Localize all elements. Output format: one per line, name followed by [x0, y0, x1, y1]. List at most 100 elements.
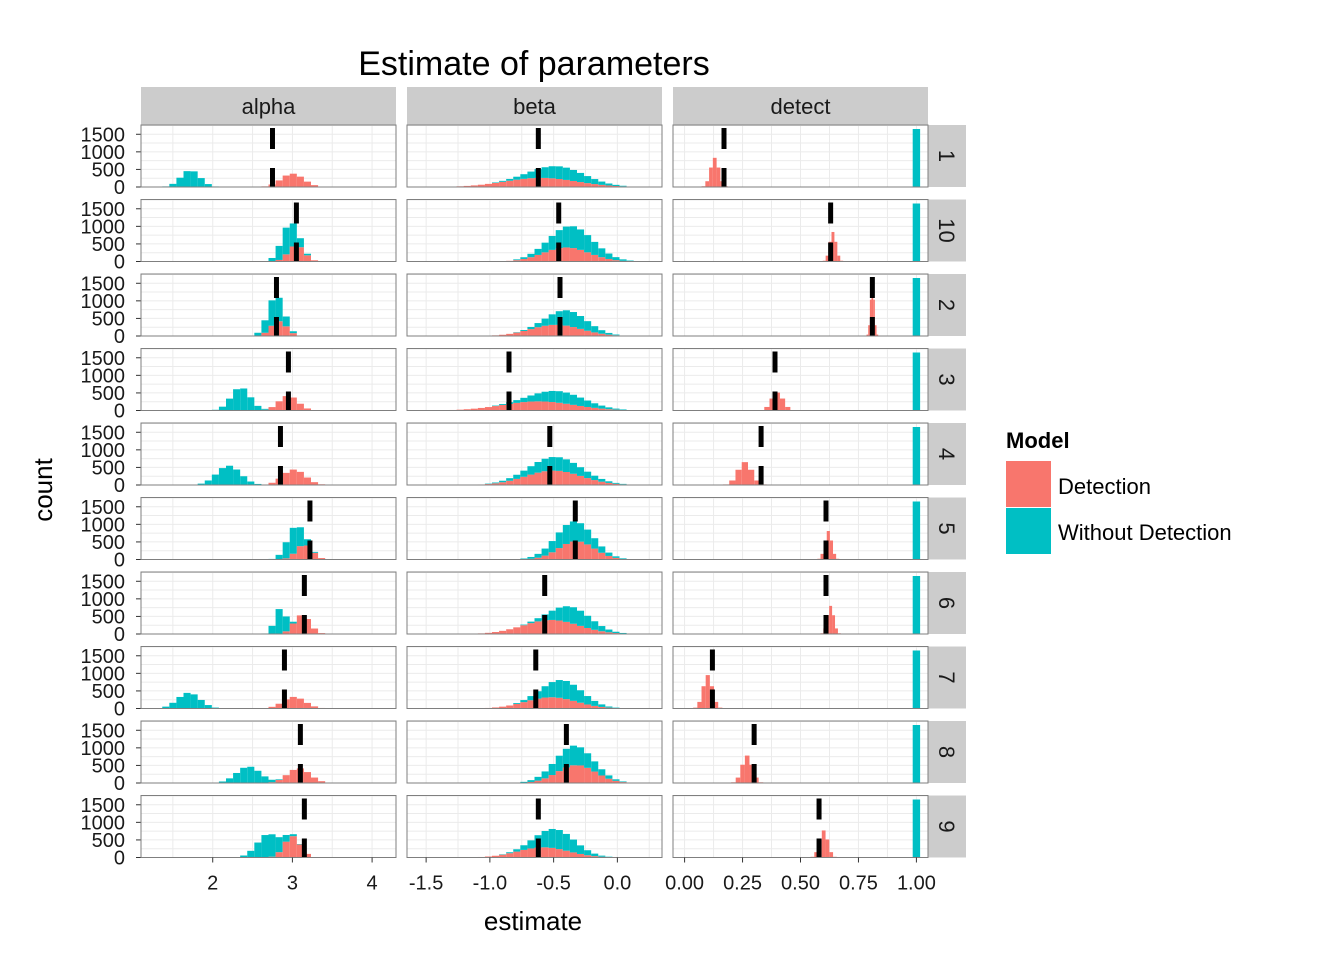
bar-without-detection [275, 554, 283, 560]
y-tick-label-row1-500: 500 [92, 159, 125, 181]
bar-detection [534, 621, 542, 634]
panel-detect-3 [672, 348, 929, 411]
bar-without-detection [612, 556, 620, 558]
bar-detection [303, 853, 311, 858]
bar-without-detection [520, 397, 528, 403]
bar-without-detection [569, 462, 577, 474]
bar-detection [591, 407, 599, 411]
bar-detection [598, 184, 606, 187]
panel-beta-3 [406, 348, 663, 411]
bar-detection [741, 462, 748, 485]
row-strip-label-5: 5 [934, 522, 959, 534]
bar-without-detection [541, 458, 549, 472]
bar-detection [303, 619, 311, 634]
bar-without-detection [577, 610, 585, 626]
bar-detection [829, 852, 834, 858]
y-tick-label-row8-1500: 1500 [81, 720, 126, 742]
bar-detection [605, 632, 613, 634]
x-tick-label-detect-0.25: 0.25 [723, 873, 762, 895]
bar-detection [520, 178, 528, 187]
bar-without-detection [226, 398, 234, 411]
bar-without-detection [612, 631, 620, 634]
bar-detection [296, 698, 304, 709]
bar-without-detection [247, 397, 255, 411]
panel-border [672, 571, 929, 635]
column-strip-label-beta: beta [513, 94, 557, 119]
bar-detection [492, 483, 500, 485]
bar-without-detection [176, 696, 184, 709]
bar-detection [484, 632, 492, 634]
bar-detection [562, 850, 570, 858]
panel-alpha-10 [140, 199, 397, 262]
bar-without-detection [912, 576, 921, 634]
bar-detection [705, 675, 710, 709]
bar-detection [506, 705, 514, 709]
bar-detection [779, 398, 786, 411]
y-tick-label-row10-500: 500 [92, 234, 125, 256]
bar-detection [506, 629, 514, 634]
y-tick-label-row8-1000: 1000 [81, 738, 126, 760]
bar-without-detection [591, 475, 599, 481]
row-strip-2 [928, 274, 966, 336]
y-tick-label-row6-500: 500 [92, 606, 125, 628]
bar-detection [871, 281, 874, 336]
bar-without-detection [569, 684, 577, 701]
bar-without-detection [619, 259, 627, 261]
bar-detection [569, 327, 577, 336]
bar-without-detection [577, 845, 585, 854]
bar-detection [303, 772, 311, 783]
bar-detection [289, 769, 297, 783]
bar-without-detection [562, 392, 570, 404]
bar-detection [577, 182, 585, 187]
bar-without-detection [548, 682, 556, 698]
bar-without-detection [520, 845, 528, 850]
bar-detection [591, 480, 599, 485]
bar-without-detection [912, 650, 921, 709]
bar-detection [591, 856, 599, 858]
bar-detection [463, 409, 471, 411]
bar-detection [866, 334, 869, 336]
bar-without-detection [591, 761, 599, 772]
bar-without-detection [541, 167, 549, 178]
bar-detection [477, 184, 485, 187]
panel-border [406, 199, 663, 262]
bar-without-detection [289, 834, 297, 837]
bar-without-detection [555, 532, 563, 549]
bar-detection [534, 557, 542, 560]
bar-without-detection [548, 314, 556, 325]
bar-detection [584, 627, 592, 634]
legend-swatch-detection [1006, 461, 1051, 507]
bar-without-detection [591, 179, 599, 185]
bar-without-detection [534, 323, 542, 328]
bar-detection [282, 472, 290, 485]
chart-title: Estimate of parameters [358, 45, 709, 83]
y-tick-label-row10-1500: 1500 [81, 199, 126, 221]
panel-beta-1 [406, 124, 663, 188]
panel-border [406, 273, 663, 337]
bar-without-detection [626, 260, 634, 262]
bar-without-detection [541, 830, 549, 848]
panel-beta-10 [406, 199, 663, 262]
panel-border [672, 497, 929, 560]
bar-detection [584, 478, 592, 485]
bar-detection [605, 482, 613, 485]
bar-without-detection [541, 548, 549, 556]
bar-detection [282, 841, 290, 858]
y-tick-label-row2-1000: 1000 [81, 291, 126, 313]
bar-without-detection [499, 404, 507, 405]
bar-without-detection [555, 457, 563, 471]
row-strip-1 [928, 125, 966, 187]
y-tick-label-row4-1000: 1000 [81, 440, 126, 462]
bar-without-detection [240, 767, 248, 783]
bar-without-detection [169, 183, 177, 187]
bar-without-detection [598, 330, 606, 334]
bar-detection [555, 548, 563, 560]
bar-detection [569, 248, 577, 262]
bar-without-detection [204, 705, 212, 709]
bar-detection [513, 260, 521, 262]
bar-detection [289, 469, 297, 485]
bar-detection [562, 247, 570, 262]
x-tick-label-beta--1.5: -1.5 [409, 873, 443, 895]
bar-without-detection [598, 181, 606, 185]
bar-detection [282, 631, 290, 634]
